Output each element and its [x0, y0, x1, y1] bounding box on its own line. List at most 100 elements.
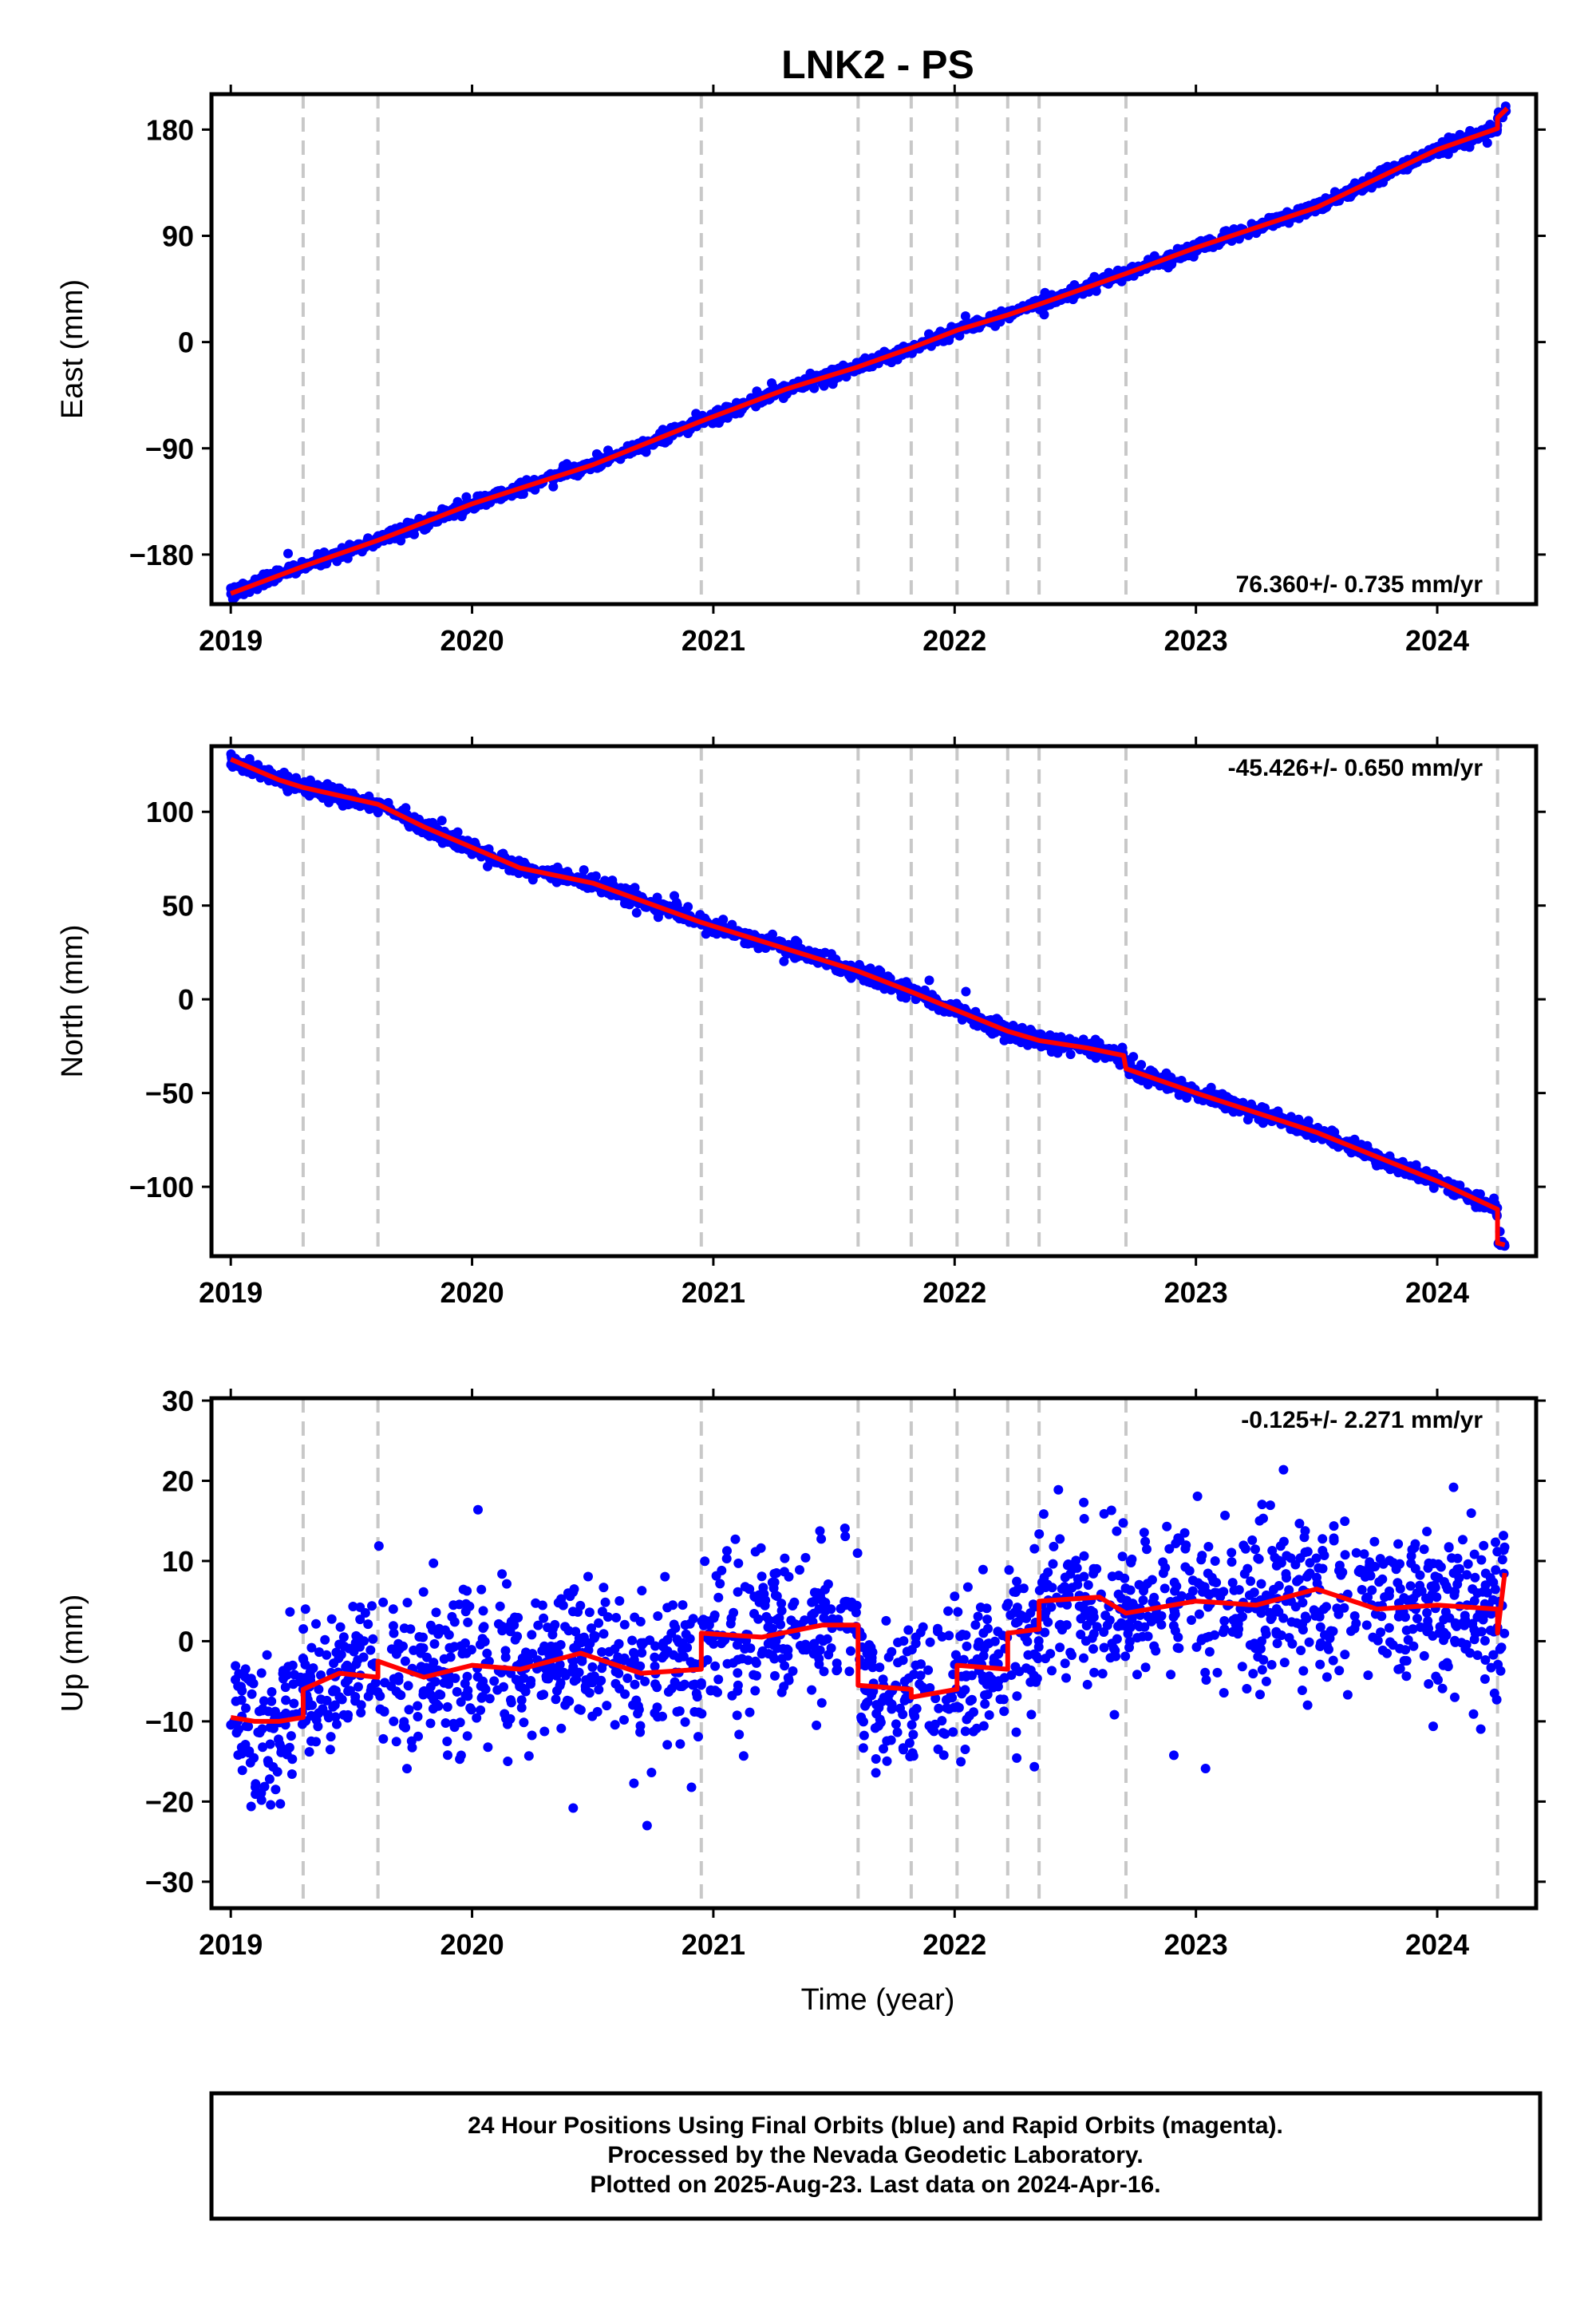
data-point	[587, 1711, 598, 1721]
data-point	[550, 1619, 560, 1630]
data-point	[1303, 1116, 1314, 1126]
data-point	[247, 1689, 257, 1699]
data-point	[1302, 1547, 1313, 1557]
data-point	[452, 1686, 462, 1697]
data-point	[275, 1799, 286, 1809]
data-point	[686, 1782, 697, 1792]
y-tick-label: −180	[129, 539, 194, 571]
data-point	[696, 1678, 706, 1688]
data-point	[1099, 1627, 1109, 1637]
data-point	[429, 1658, 439, 1668]
data-point	[944, 335, 954, 346]
data-point	[526, 1679, 535, 1689]
data-point	[816, 1534, 827, 1544]
data-point	[1439, 1614, 1449, 1625]
y-tick-label: −100	[129, 1171, 194, 1203]
data-point	[614, 1638, 624, 1649]
data-point	[1339, 1603, 1349, 1613]
data-point	[1450, 1635, 1460, 1646]
data-point	[1369, 1536, 1380, 1547]
data-point	[650, 1652, 660, 1662]
data-point	[1138, 1595, 1148, 1606]
data-point	[1227, 1547, 1237, 1558]
data-point	[281, 1695, 291, 1705]
data-point	[1419, 1650, 1429, 1661]
data-point	[980, 1699, 990, 1709]
data-point	[1384, 1591, 1394, 1601]
data-point	[688, 1614, 698, 1624]
data-point	[256, 1795, 267, 1805]
data-point	[231, 1661, 241, 1671]
data-point	[670, 1677, 680, 1687]
data-point	[744, 1583, 754, 1594]
data-point	[1287, 1638, 1298, 1649]
data-point	[348, 1602, 358, 1611]
data-point	[692, 1692, 702, 1702]
data-point	[1132, 1670, 1142, 1680]
data-point	[875, 966, 886, 977]
data-point	[1187, 1586, 1198, 1596]
data-point	[502, 1579, 512, 1589]
data-point	[464, 1601, 475, 1611]
data-point	[1187, 1575, 1198, 1586]
y-tick-label: 0	[178, 326, 194, 359]
data-point	[866, 978, 875, 988]
data-point	[989, 1653, 999, 1663]
data-point	[1314, 1563, 1324, 1573]
data-point	[637, 1640, 647, 1650]
data-point	[314, 1684, 324, 1694]
data-point	[807, 1597, 817, 1607]
data-point	[285, 1607, 295, 1617]
data-point	[463, 1686, 473, 1696]
data-point	[1033, 1636, 1044, 1646]
data-point	[429, 1558, 439, 1568]
data-point	[475, 1639, 485, 1650]
data-point	[1158, 1557, 1168, 1567]
data-point	[1302, 1614, 1312, 1624]
data-point	[587, 1623, 596, 1634]
data-point	[1450, 1692, 1460, 1702]
data-point	[489, 1676, 500, 1686]
data-point	[1004, 1565, 1014, 1575]
data-point	[388, 1604, 398, 1614]
data-point	[1312, 1579, 1322, 1589]
data-point	[1321, 1641, 1332, 1651]
y-tick-label: 0	[178, 983, 194, 1016]
data-point	[1279, 1658, 1290, 1668]
data-point	[266, 1800, 276, 1810]
data-point	[1048, 1559, 1058, 1569]
data-point	[1187, 1615, 1196, 1625]
data-point	[342, 1713, 353, 1723]
data-point	[859, 1730, 869, 1741]
data-point	[283, 548, 293, 559]
data-point	[659, 1650, 670, 1661]
data-point	[950, 1591, 960, 1602]
data-point	[493, 1618, 504, 1629]
data-point	[743, 939, 753, 949]
data-point	[1469, 1595, 1479, 1606]
data-point	[653, 1611, 663, 1621]
data-point	[1067, 1650, 1077, 1660]
data-point	[948, 1727, 958, 1737]
data-point	[984, 1710, 994, 1720]
data-point	[555, 1678, 566, 1688]
data-point	[950, 1650, 961, 1660]
x-tick-label: 2020	[440, 624, 504, 657]
data-point	[962, 1641, 972, 1651]
data-point	[1433, 1559, 1444, 1569]
data-point	[970, 1620, 981, 1630]
data-point	[1140, 1662, 1151, 1673]
chart-title: LNK2 - PS	[781, 42, 974, 87]
data-point	[879, 346, 890, 357]
data-point	[1423, 1563, 1433, 1573]
data-point	[1329, 1521, 1339, 1531]
data-point	[442, 1737, 452, 1746]
data-point	[472, 1672, 483, 1682]
data-point	[640, 1676, 650, 1686]
data-point	[345, 539, 354, 550]
data-point	[942, 1703, 952, 1713]
data-point	[1333, 1609, 1344, 1619]
data-point	[298, 1624, 309, 1634]
data-point	[1171, 1539, 1181, 1548]
data-point	[1412, 1614, 1422, 1623]
